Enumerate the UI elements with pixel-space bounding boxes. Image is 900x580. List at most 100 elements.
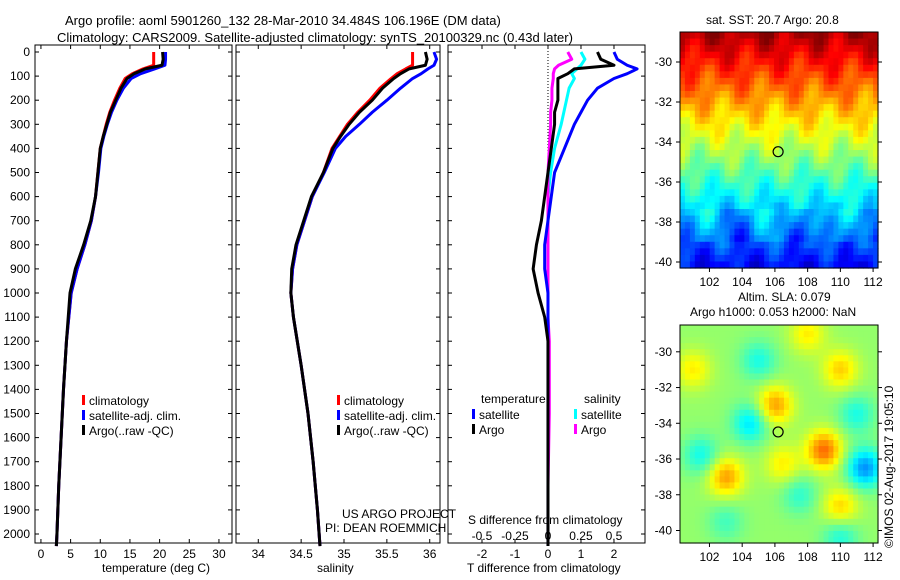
sst-map-cell xyxy=(714,130,721,138)
sla-map-cell xyxy=(838,512,844,520)
sla-map-cell xyxy=(769,409,775,417)
sst-map-cell xyxy=(749,136,755,145)
sla-map-cell xyxy=(729,458,736,465)
sst-map-cell xyxy=(793,77,800,86)
sla-map-cell xyxy=(689,536,696,544)
sla-map-cell xyxy=(843,458,849,465)
sst-map-cell xyxy=(788,143,795,151)
sst-map-cell xyxy=(788,110,795,118)
sla-map-cell xyxy=(808,500,815,508)
sst-map-cell xyxy=(764,156,770,164)
sla-map-cell xyxy=(694,488,701,496)
sst-map-cell xyxy=(709,241,716,249)
sla-map-cell xyxy=(848,452,854,459)
sst-map-cell xyxy=(833,189,839,197)
sla-map-cell xyxy=(729,355,736,362)
sla-map-cell xyxy=(714,452,721,459)
sla-map-cell xyxy=(818,494,825,502)
sst-map-cell xyxy=(858,91,864,99)
sst-map-cell xyxy=(724,235,731,243)
sla-map-cell xyxy=(838,470,844,477)
sla-map-cell xyxy=(699,343,706,350)
sst-map-cell xyxy=(779,228,785,236)
sla-map-cell xyxy=(838,415,844,423)
sla-map-cell xyxy=(684,470,691,477)
sst-map-cell xyxy=(714,143,721,151)
sst-map-cell xyxy=(833,163,839,171)
sst-map-cell xyxy=(848,104,854,112)
sst-map-cell xyxy=(764,241,770,249)
sst-map-cell xyxy=(848,222,854,230)
sst-map-cell xyxy=(680,97,686,105)
sla-map-cell xyxy=(858,367,864,375)
sla-map-cell xyxy=(858,434,864,441)
sst-map-cell xyxy=(744,110,750,118)
sla-map-cell xyxy=(848,325,854,332)
sla-map-cell xyxy=(808,488,815,496)
sst-map-cell xyxy=(749,32,755,40)
sst-map-cell xyxy=(769,248,775,256)
sla-map-cell xyxy=(798,512,805,520)
sla-map-cell xyxy=(793,379,800,387)
sla-map-cell xyxy=(754,518,760,526)
sst-map-cell xyxy=(779,176,785,184)
sla-map-cell xyxy=(689,458,696,465)
sla-map-cell xyxy=(838,397,844,405)
sla-map-cell xyxy=(749,355,755,362)
sla-map-cell xyxy=(739,440,745,447)
sst-map-cell xyxy=(863,84,869,92)
sst-map-cell xyxy=(783,261,790,269)
sla-map-cell xyxy=(749,421,755,429)
sla-map-cell xyxy=(858,440,864,447)
sla-map-cell xyxy=(779,421,785,429)
sst-map-cell xyxy=(684,176,691,184)
sla-map-cell xyxy=(704,331,711,338)
sst-map-cell xyxy=(798,45,805,53)
sla-map-cell xyxy=(793,397,800,405)
sst-map-cell xyxy=(873,248,879,256)
sst-map-cell xyxy=(704,235,711,243)
sst-map-cell xyxy=(873,38,879,46)
sdiff-xlabel: S difference from climatology xyxy=(468,513,623,527)
legend-swatch xyxy=(82,425,85,435)
sla-map-cell xyxy=(749,325,755,332)
legend-swatch xyxy=(337,395,340,405)
sst-map-cell xyxy=(823,136,830,145)
sla-map-cell xyxy=(823,536,830,544)
sst-map-cell xyxy=(808,97,815,105)
sla-map-cell xyxy=(788,373,795,381)
sla-map-cell xyxy=(764,349,770,356)
sla-map-cell xyxy=(714,367,721,375)
sst-map-cell xyxy=(764,261,770,269)
sla-map-cell xyxy=(684,403,691,411)
sst-map-cell xyxy=(838,71,844,79)
sla-map-cell xyxy=(803,379,810,387)
sla-map-cell xyxy=(818,518,825,526)
sst-map-cell xyxy=(779,261,785,269)
sst-map-cell xyxy=(729,222,736,230)
sla-map-cell xyxy=(704,512,711,520)
sst-map-cell xyxy=(853,248,859,256)
sst-map-cell xyxy=(828,202,835,210)
sla-map-cell xyxy=(719,409,726,417)
sla-map-cell xyxy=(779,337,785,344)
sla-map-cell xyxy=(680,379,686,387)
sst-map-cell xyxy=(739,209,745,217)
sst-map-cell xyxy=(699,32,706,40)
sst-map-cell xyxy=(793,143,800,151)
sst-map-cell xyxy=(729,123,736,131)
sst-map-cell xyxy=(749,228,755,236)
sla-map-cell xyxy=(873,488,879,496)
sla-map-cell xyxy=(709,452,716,459)
sst-map-cell xyxy=(774,150,780,158)
sla-map-cell xyxy=(788,494,795,502)
sla-map-cell xyxy=(704,434,711,441)
sst-map-cell xyxy=(749,77,755,86)
sla-map-cell xyxy=(729,427,736,435)
sst-map-cell xyxy=(793,195,800,204)
sla-map-cell xyxy=(734,385,740,393)
sst-map-cell xyxy=(863,71,869,79)
sst-map-cell xyxy=(764,110,770,118)
sla-map-cell xyxy=(680,385,686,393)
sst-map-cell xyxy=(858,222,864,230)
